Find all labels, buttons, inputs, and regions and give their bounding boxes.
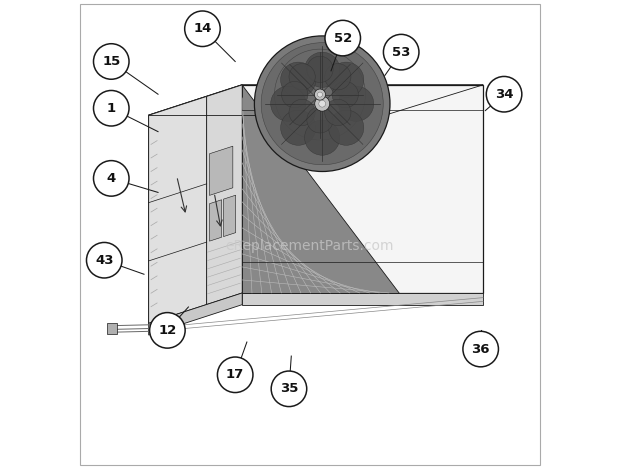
Circle shape (94, 44, 129, 79)
Ellipse shape (289, 99, 315, 126)
Ellipse shape (329, 62, 364, 98)
Text: 12: 12 (158, 324, 177, 337)
Text: 43: 43 (95, 254, 113, 267)
Text: 4: 4 (107, 172, 116, 185)
Bar (107, 323, 117, 334)
Ellipse shape (325, 64, 351, 90)
Ellipse shape (315, 96, 330, 111)
Circle shape (185, 11, 220, 46)
Polygon shape (242, 85, 399, 293)
Circle shape (94, 91, 129, 126)
Ellipse shape (307, 56, 333, 83)
Polygon shape (149, 293, 242, 335)
Polygon shape (206, 85, 242, 304)
Ellipse shape (281, 82, 308, 108)
Polygon shape (223, 195, 236, 236)
Text: 14: 14 (193, 22, 211, 35)
Circle shape (383, 34, 419, 70)
Polygon shape (149, 85, 483, 115)
Text: 35: 35 (280, 382, 298, 395)
Circle shape (86, 242, 122, 278)
Circle shape (271, 371, 307, 407)
Ellipse shape (325, 99, 351, 126)
Ellipse shape (289, 64, 315, 90)
Circle shape (325, 20, 360, 56)
Circle shape (149, 313, 185, 348)
Text: 53: 53 (392, 45, 410, 59)
Polygon shape (149, 97, 206, 323)
Ellipse shape (275, 49, 365, 140)
Circle shape (463, 331, 498, 367)
Polygon shape (210, 200, 221, 241)
Ellipse shape (271, 86, 306, 121)
Polygon shape (242, 293, 483, 305)
Circle shape (218, 357, 253, 393)
Text: 15: 15 (102, 55, 120, 68)
Polygon shape (149, 85, 242, 323)
Ellipse shape (261, 43, 383, 165)
Text: 34: 34 (495, 88, 513, 101)
Ellipse shape (314, 89, 326, 100)
Ellipse shape (317, 92, 322, 97)
Ellipse shape (319, 100, 326, 107)
Text: 17: 17 (226, 368, 244, 381)
Text: eReplacementParts.com: eReplacementParts.com (226, 239, 394, 253)
Ellipse shape (329, 110, 364, 145)
Circle shape (94, 160, 129, 196)
Text: 52: 52 (334, 31, 352, 45)
Polygon shape (210, 146, 233, 196)
Ellipse shape (332, 82, 358, 108)
Ellipse shape (304, 52, 340, 87)
Polygon shape (242, 85, 483, 293)
Ellipse shape (307, 107, 333, 133)
Text: 1: 1 (107, 102, 116, 115)
Ellipse shape (281, 62, 316, 98)
Ellipse shape (281, 110, 316, 145)
Ellipse shape (339, 86, 374, 121)
Text: 36: 36 (471, 342, 490, 356)
Ellipse shape (304, 120, 340, 155)
Ellipse shape (270, 44, 371, 145)
Ellipse shape (254, 36, 390, 172)
Circle shape (486, 76, 522, 112)
